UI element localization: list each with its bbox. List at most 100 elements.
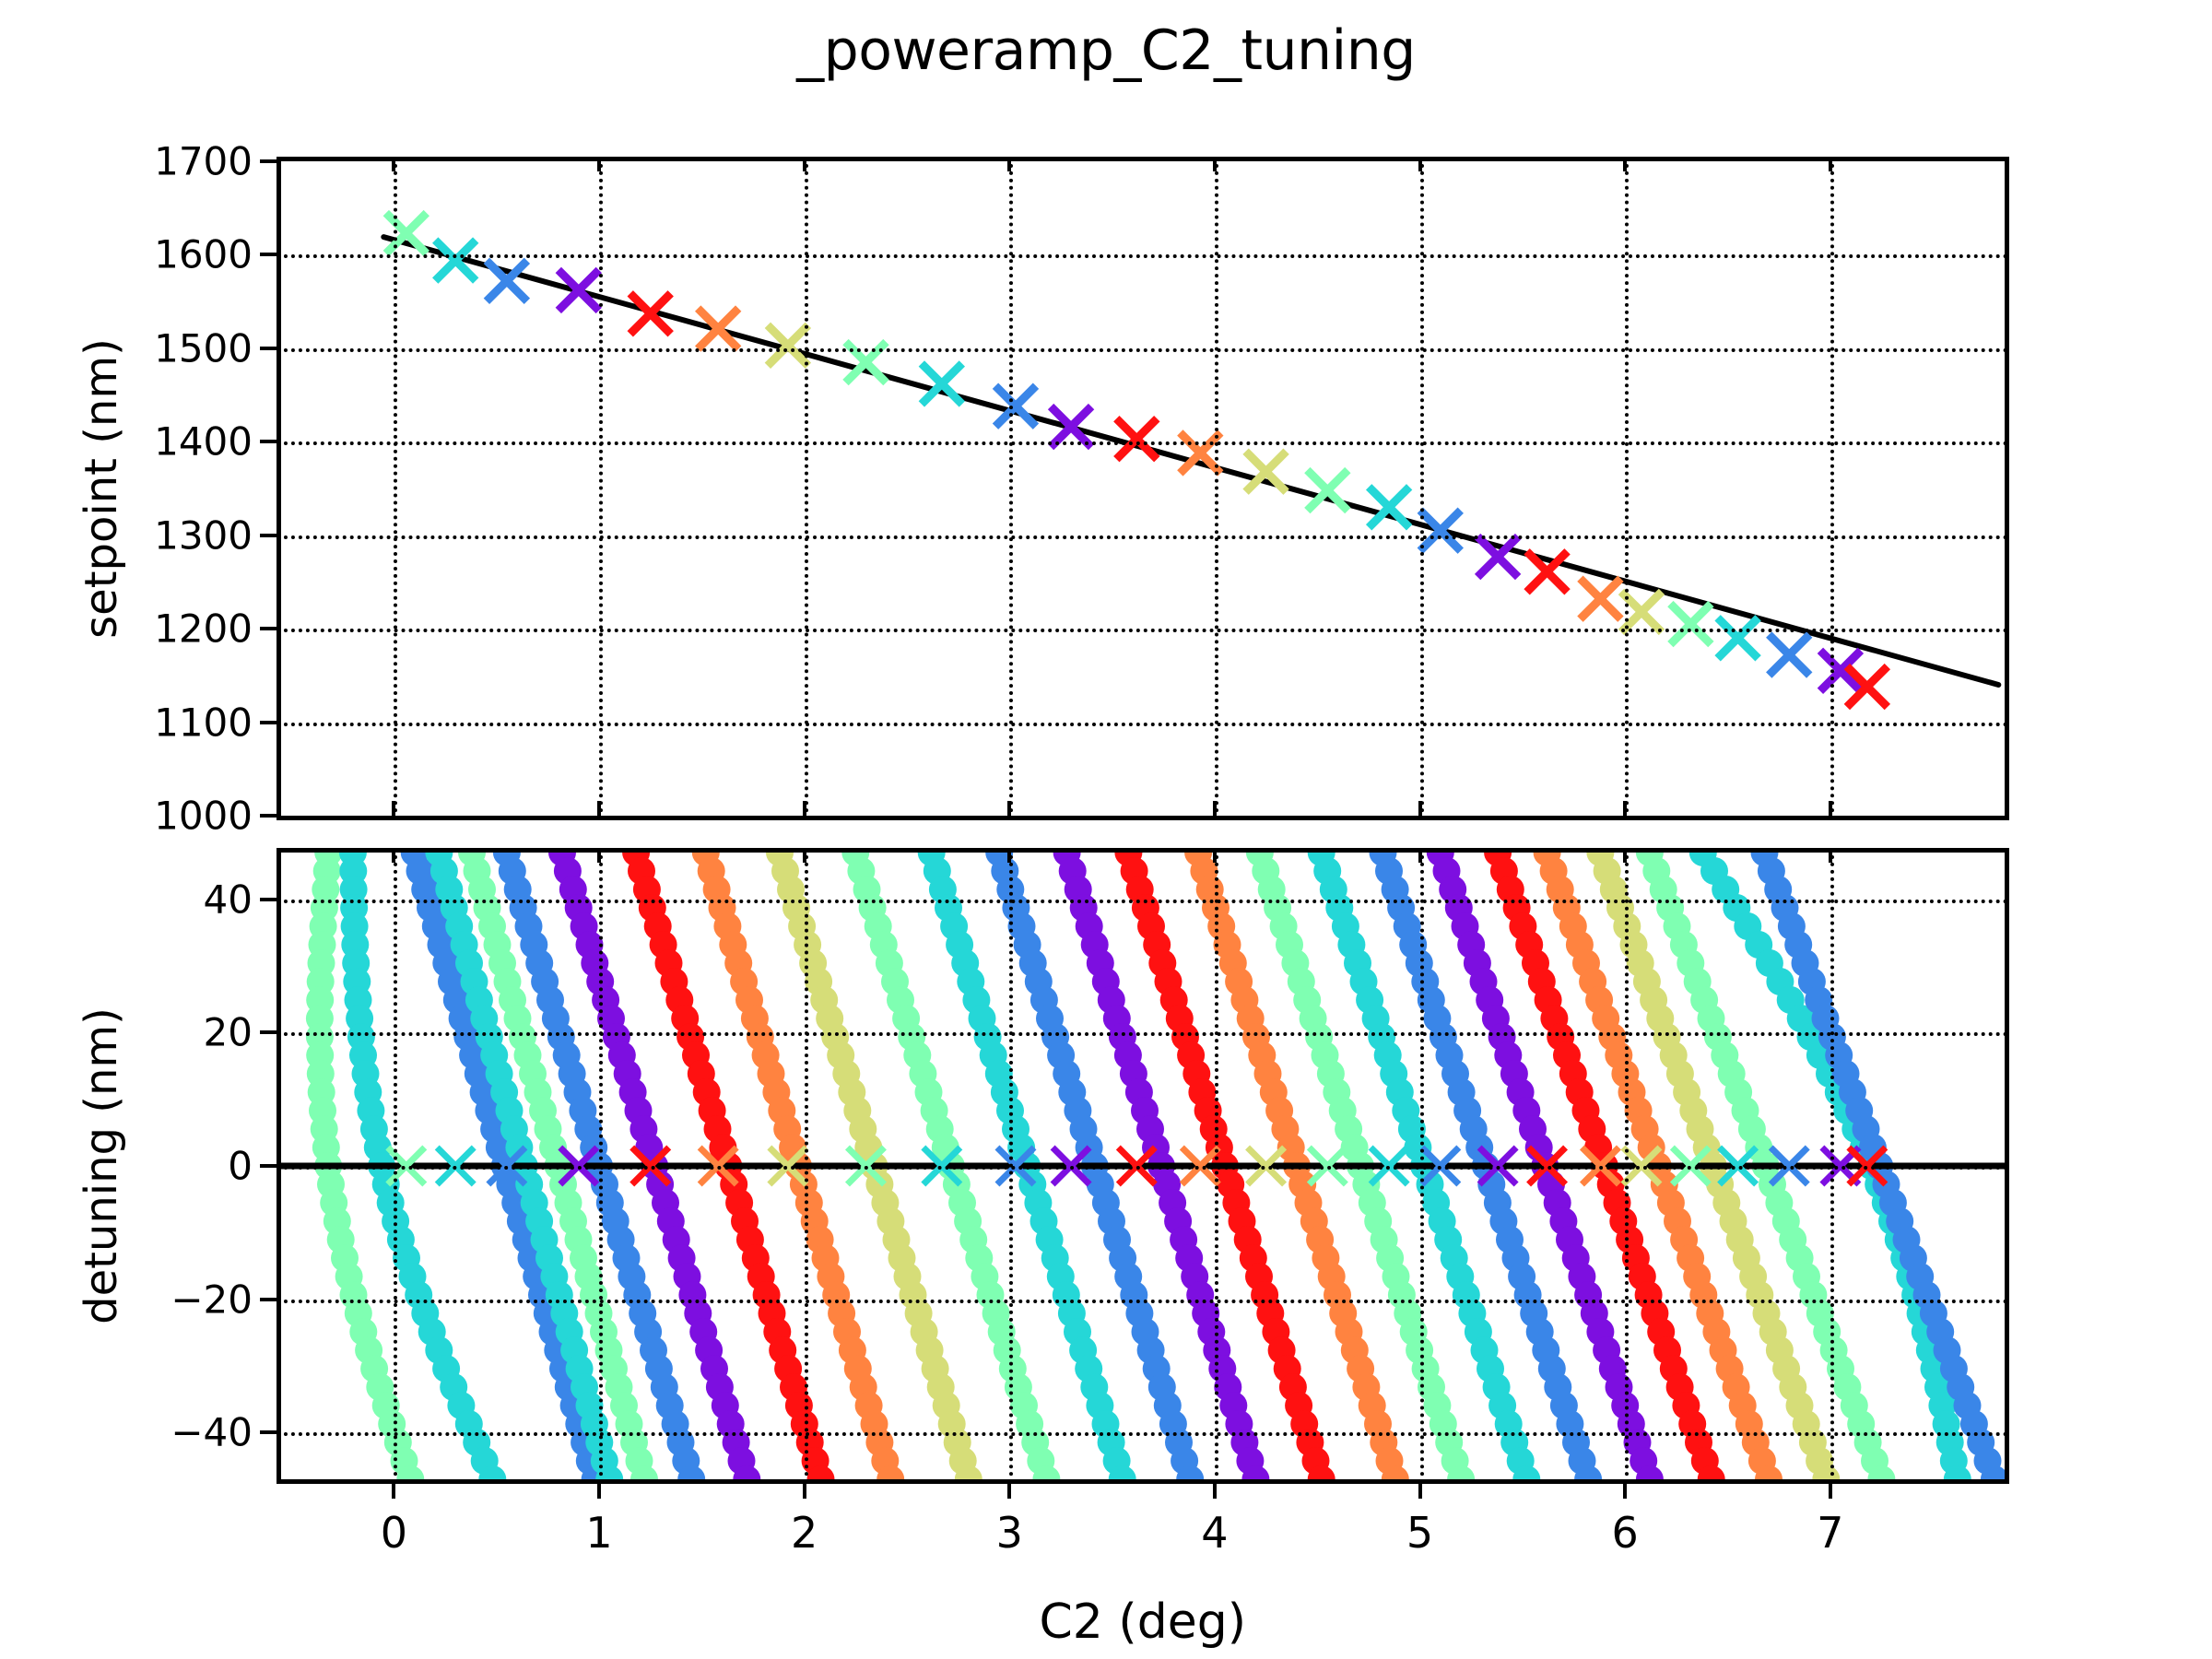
- gridline-horizontal: [276, 348, 2009, 352]
- setpoint-marker: [1307, 470, 1347, 511]
- gridline-horizontal: [276, 1166, 2009, 1170]
- c2-axis-title: C2 (deg): [1040, 1594, 1247, 1650]
- setpoint-axes: 10001100120013001400150016001700: [276, 157, 2009, 820]
- x-tick: [1418, 157, 1422, 171]
- detuning-axes: −40−2002040 01234567: [276, 848, 2009, 1484]
- x-tick: [392, 157, 395, 171]
- gridline-vertical: [1420, 848, 1424, 1484]
- x-tick-label: 7: [1817, 1508, 1843, 1558]
- y-tick: [260, 1430, 276, 1434]
- setpoint-marker: [487, 261, 527, 301]
- x-tick: [1213, 1484, 1217, 1499]
- y-tick: [260, 534, 276, 537]
- x-tick: [1418, 1484, 1422, 1499]
- gridline-horizontal: [276, 1300, 2009, 1303]
- gridline-vertical: [1830, 848, 1834, 1484]
- x-tick: [1418, 801, 1422, 816]
- detuning-axis-title: detuning (nm): [76, 1007, 127, 1324]
- gridline-horizontal: [276, 535, 2009, 539]
- y-tick: [260, 1298, 276, 1301]
- x-tick: [597, 848, 601, 863]
- x-tick: [1623, 1484, 1627, 1499]
- x-tick-label: 3: [996, 1508, 1023, 1558]
- y-tick: [260, 347, 276, 350]
- x-tick: [803, 801, 806, 816]
- setpoint-marker: [1369, 487, 1409, 527]
- x-tick: [597, 157, 601, 171]
- y-tick-label: 1500: [154, 325, 253, 371]
- x-tick: [1829, 801, 1832, 816]
- gridline-vertical: [394, 848, 397, 1484]
- y-tick: [260, 159, 276, 163]
- axis-spine-bottom: [276, 1479, 2009, 1484]
- axis-spine-top: [276, 157, 2009, 161]
- x-tick: [1007, 1484, 1011, 1499]
- x-tick: [392, 801, 395, 816]
- x-tick: [1213, 157, 1217, 171]
- gridline-vertical: [805, 157, 808, 820]
- x-tick: [1418, 848, 1422, 863]
- x-tick-label: 4: [1201, 1508, 1228, 1558]
- gridline-vertical: [599, 157, 603, 820]
- x-tick: [1623, 848, 1627, 863]
- x-tick-label: 2: [791, 1508, 818, 1558]
- gridline-vertical: [805, 848, 808, 1484]
- x-tick: [1213, 801, 1217, 816]
- gridline-horizontal: [276, 1432, 2009, 1436]
- y-tick: [260, 627, 276, 630]
- y-tick-label: 40: [204, 877, 253, 922]
- figure-title: _poweramp_C2_tuning: [0, 18, 2212, 83]
- x-tick: [803, 848, 806, 863]
- gridline-horizontal: [276, 900, 2009, 903]
- setpoint-marker: [922, 363, 962, 404]
- x-tick: [803, 1484, 806, 1499]
- gridline-vertical: [1009, 157, 1013, 820]
- x-tick: [1623, 801, 1627, 816]
- figure-canvas: _poweramp_C2_tuning 10001100120013001400…: [0, 0, 2212, 1659]
- setpoint-marker: [1116, 418, 1157, 459]
- setpoint-marker: [1718, 618, 1759, 658]
- x-tick: [1829, 848, 1832, 863]
- y-tick-label: 1400: [154, 419, 253, 465]
- gridline-horizontal: [276, 441, 2009, 445]
- y-tick: [260, 898, 276, 901]
- gridline-vertical: [1625, 157, 1629, 820]
- y-tick: [260, 1030, 276, 1034]
- y-tick: [260, 814, 276, 818]
- x-tick: [597, 801, 601, 816]
- gridline-vertical: [1009, 848, 1013, 1484]
- gridline-vertical: [599, 848, 603, 1484]
- y-tick-label: 1200: [154, 606, 253, 652]
- y-tick-label: 0: [228, 1144, 253, 1189]
- y-tick: [260, 440, 276, 443]
- y-tick: [260, 1164, 276, 1168]
- setpoint-plot-svg: [281, 161, 2005, 816]
- gridline-vertical: [394, 157, 397, 820]
- setpoint-axis-title: setpoint (nm): [76, 338, 127, 639]
- setpoint-marker: [1580, 579, 1620, 619]
- y-tick: [260, 721, 276, 724]
- gridline-horizontal: [276, 254, 2009, 258]
- setpoint-marker: [559, 270, 599, 311]
- x-tick-label: 6: [1612, 1508, 1639, 1558]
- y-tick-label: −40: [171, 1410, 253, 1455]
- x-tick: [1007, 801, 1011, 816]
- setpoint-marker: [1769, 635, 1809, 676]
- y-tick-label: 1600: [154, 232, 253, 277]
- x-tick: [392, 848, 395, 863]
- setpoint-marker: [1477, 536, 1518, 577]
- setpoint-plot-area: [281, 161, 2005, 816]
- x-tick: [1829, 157, 1832, 171]
- setpoint-marker: [1420, 511, 1461, 551]
- gridline-vertical: [1420, 157, 1424, 820]
- x-tick: [1623, 157, 1627, 171]
- gridline-horizontal: [276, 723, 2009, 726]
- setpoint-marker: [1246, 452, 1287, 492]
- setpoint-marker: [1670, 604, 1711, 644]
- gridline-horizontal: [276, 629, 2009, 632]
- y-tick-label: 20: [204, 1010, 253, 1055]
- gridline-vertical: [1215, 848, 1218, 1484]
- y-tick-label: 1100: [154, 700, 253, 745]
- x-tick: [597, 1484, 601, 1499]
- gridline-vertical: [1830, 157, 1834, 820]
